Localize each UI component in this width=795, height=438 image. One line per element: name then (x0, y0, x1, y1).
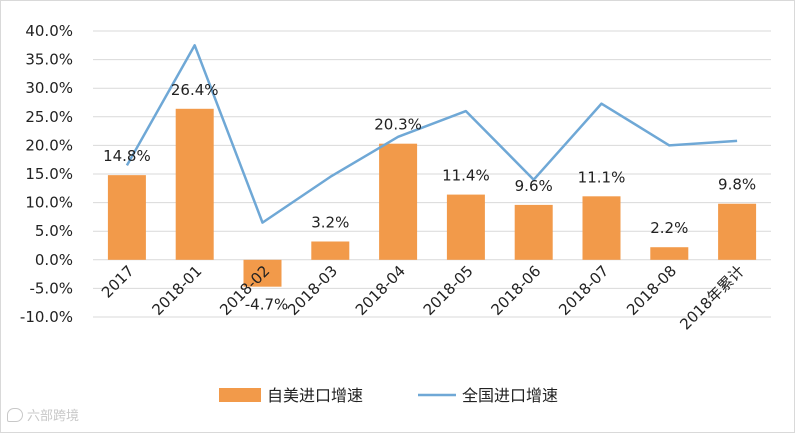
bar (446, 194, 485, 260)
bar (650, 247, 689, 260)
line-series (125, 44, 738, 224)
legend-label-bar: 自美进口增速 (267, 386, 363, 405)
y-tick-label: 40.0% (25, 22, 73, 40)
y-tick-label: 5.0% (35, 222, 73, 240)
bar-data-label: 2.2% (650, 219, 688, 237)
x-tick-label: 2018-05 (420, 262, 477, 319)
y-tick-label: 35.0% (25, 51, 73, 69)
x-tick-label: 2018-04 (352, 262, 409, 319)
bar-data-label: -4.7% (245, 296, 289, 314)
bar-data-label: 14.8% (103, 147, 151, 165)
x-tick-label: 2018-06 (487, 262, 544, 319)
bar (718, 203, 757, 260)
bar-data-label: 9.8% (718, 176, 756, 194)
bar-data-label: 3.2% (311, 213, 349, 231)
x-tick-label: 2018-01 (148, 262, 205, 319)
y-tick-label: 25.0% (25, 108, 73, 126)
y-tick-label: 0.0% (35, 251, 73, 269)
bar-series (107, 108, 757, 287)
x-tick-label: 2017 (98, 262, 138, 302)
x-tick-label: 2018-03 (284, 262, 341, 319)
bar (582, 196, 621, 260)
bar (311, 241, 350, 260)
legend: 自美进口增速 全国进口增速 (219, 386, 558, 405)
bar (379, 143, 418, 260)
chat-bubble-icon (7, 408, 23, 422)
y-tick-label: -10.0% (20, 308, 73, 326)
legend-label-line: 全国进口增速 (462, 386, 558, 405)
watermark: 六部跨境 (7, 405, 79, 424)
y-axis-ticks: -10.0% -5.0% 0.0% 5.0% 10.0% 15.0% 20.0% 25.0% 3… (20, 22, 73, 326)
y-tick-label: -5.0% (29, 279, 73, 297)
bar (243, 259, 282, 287)
line-series-path (125, 44, 738, 224)
y-tick-label: 20.0% (25, 136, 73, 154)
bar (107, 175, 146, 260)
legend-swatch-bar (219, 388, 261, 402)
bar-data-label: 26.4% (171, 81, 219, 99)
x-axis-ticks: 2017 2018-01 2018-02 2018-03 2018-04 2018-05 2… (98, 262, 748, 334)
watermark-text: 六部跨境 (27, 409, 80, 424)
x-tick-label: 2018-07 (555, 262, 612, 319)
x-tick-label: 2018-08 (623, 262, 680, 319)
bar-data-label: 9.6% (515, 177, 553, 195)
bar (514, 204, 553, 260)
bar-data-label: 20.3% (374, 116, 422, 134)
y-tick-label: 15.0% (25, 165, 73, 183)
x-tick-label: 2018年累计 (676, 262, 748, 334)
bar-data-label: 11.4% (442, 167, 490, 185)
y-tick-label: 30.0% (25, 79, 73, 97)
bar-data-labels: 14.8% 26.4% -4.7% 3.2% 20.3% 11.4% 9.6% 11.1% 2.… (103, 81, 756, 314)
bar (175, 108, 214, 260)
y-tick-label: 10.0% (25, 194, 73, 212)
bar-data-label: 11.1% (578, 168, 626, 186)
